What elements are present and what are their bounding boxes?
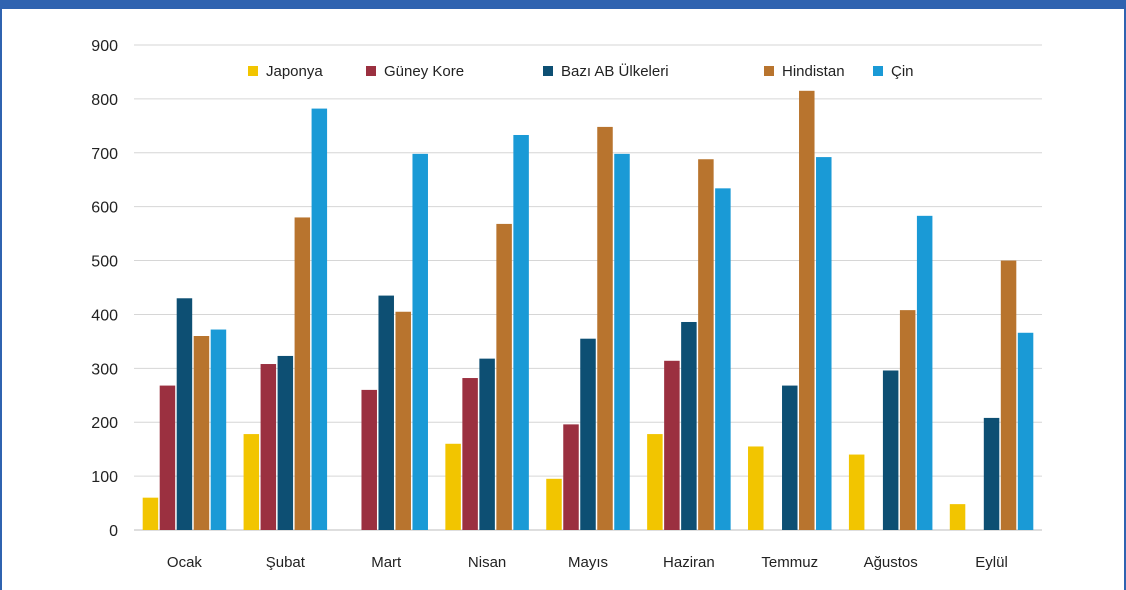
bar: [546, 478, 562, 530]
bar: [176, 298, 193, 530]
bar: [1000, 260, 1017, 530]
bar: [159, 385, 176, 530]
y-tick-label: 800: [91, 92, 118, 109]
bar: [513, 134, 529, 530]
bar: [580, 338, 596, 530]
bar: [462, 378, 478, 530]
bar-chart: 0 100 200 300 400 500 600 700 800 900 Ocak Şubat Mar…: [91, 38, 1042, 571]
bar: [479, 358, 495, 530]
y-tick-label: 0: [109, 523, 118, 540]
y-tick-label: 400: [91, 307, 118, 324]
bar: [664, 360, 680, 530]
legend-swatch: [873, 66, 883, 76]
legend-swatch: [248, 66, 258, 76]
legend-label: Bazı AB Ülkeleri: [561, 62, 669, 80]
x-tick-label: Nisan: [468, 554, 506, 571]
bar: [496, 223, 512, 530]
bar: [748, 446, 764, 530]
x-tick-label: Ocak: [167, 554, 203, 571]
legend-swatch: [543, 66, 553, 76]
bar: [949, 504, 966, 530]
x-tick-label: Eylül: [975, 554, 1008, 571]
bar: [848, 454, 865, 530]
y-tick-label: 600: [91, 200, 118, 217]
bar: [899, 310, 916, 530]
bar: [698, 159, 714, 530]
bar: [916, 215, 933, 531]
y-tick-label: 900: [91, 38, 118, 55]
bar: [294, 217, 311, 530]
bar: [445, 443, 461, 530]
bar: [882, 370, 899, 530]
bar: [311, 108, 328, 530]
legend-swatch: [764, 66, 774, 76]
y-tick-label: 200: [91, 415, 118, 432]
legend-label: Hindistan: [782, 63, 845, 80]
y-tick-label: 500: [91, 254, 118, 271]
x-tick-label: Haziran: [663, 554, 715, 571]
bar: [782, 385, 798, 530]
bar: [412, 153, 428, 530]
x-tick-label: Ağustos: [864, 554, 918, 571]
legend-label: Güney Kore: [384, 63, 464, 80]
bar: [563, 424, 579, 530]
bar: [277, 355, 294, 530]
y-tick-label: 700: [91, 146, 118, 163]
bar: [378, 295, 394, 530]
bar: [193, 336, 210, 530]
bar: [647, 434, 663, 530]
bar: [243, 434, 260, 530]
bar: [1017, 332, 1034, 530]
x-tick-label: Şubat: [266, 554, 306, 571]
legend-swatch: [366, 66, 376, 76]
bar: [614, 153, 630, 530]
bar: [597, 126, 613, 531]
x-tick-label: Temmuz: [761, 554, 818, 571]
bar: [361, 389, 377, 530]
legend-label: Japonya: [266, 63, 323, 80]
x-tick-label: Mart: [371, 554, 402, 571]
x-tick-label: Mayıs: [568, 554, 608, 571]
bar: [395, 311, 411, 530]
bar: [983, 417, 1000, 530]
bar: [799, 90, 815, 531]
bar: [715, 188, 731, 530]
legend-label: Çin: [891, 63, 914, 80]
bar: [142, 497, 159, 530]
bar: [260, 364, 277, 530]
bar: [681, 321, 697, 530]
bar: [210, 329, 227, 530]
bar: [816, 157, 832, 531]
y-tick-label: 100: [91, 469, 118, 486]
y-tick-label: 300: [91, 361, 118, 378]
